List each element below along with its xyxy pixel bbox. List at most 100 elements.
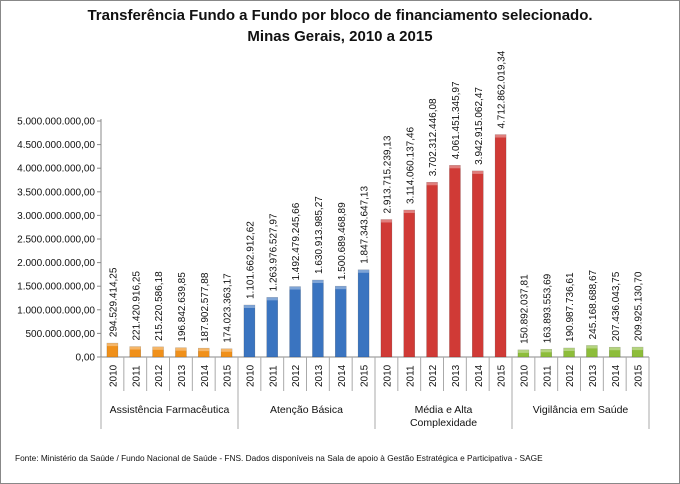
bar bbox=[198, 347, 210, 358]
x-tick-label: 2011 bbox=[268, 365, 279, 387]
bar-cap bbox=[221, 348, 233, 352]
y-tick-label: 1.500.000.000,00 bbox=[17, 282, 95, 293]
y-tick-label: 2.500.000.000,00 bbox=[17, 235, 95, 246]
x-tick-label: 2013 bbox=[314, 364, 325, 387]
bar bbox=[631, 346, 644, 358]
data-label: 221.420.916,25 bbox=[131, 271, 142, 341]
bar-cap bbox=[426, 182, 438, 186]
bar-cap bbox=[312, 280, 324, 284]
bar bbox=[494, 134, 507, 358]
bar-cap bbox=[495, 134, 507, 138]
data-label: 1.492.479.245,66 bbox=[291, 202, 302, 280]
category-label: Assistência Farmacêutica bbox=[110, 404, 230, 416]
bar bbox=[380, 219, 393, 358]
bar bbox=[449, 165, 461, 358]
data-label: 215.220.586,18 bbox=[154, 271, 165, 341]
bar-cap bbox=[563, 347, 575, 351]
x-tick-label: 2010 bbox=[382, 364, 393, 387]
data-label: 1.500.689.468,89 bbox=[337, 202, 348, 280]
data-label: 294.529.414,25 bbox=[108, 267, 119, 337]
bar-chart: 0,00 500.000.000,00 1.000.000.000,00 1.500.… bbox=[17, 50, 650, 429]
data-label: 3.942.915.062,47 bbox=[474, 87, 485, 165]
bar bbox=[540, 349, 552, 358]
data-label: 207.436.043,75 bbox=[611, 271, 622, 341]
data-label: 2.913.715.239,13 bbox=[382, 135, 393, 213]
bar-cap bbox=[449, 165, 461, 169]
data-label: 209.925.130,70 bbox=[634, 271, 645, 341]
x-tick-label: 2012 bbox=[428, 364, 439, 387]
data-label: 4.712.862.019,34 bbox=[497, 50, 508, 128]
x-tick-label: 2015 bbox=[223, 364, 234, 387]
bar bbox=[175, 347, 187, 358]
x-tick-label: 2012 bbox=[154, 364, 165, 387]
bar bbox=[609, 346, 621, 358]
x-tick-label: 2015 bbox=[360, 364, 371, 387]
bar bbox=[426, 182, 438, 358]
bar-cap bbox=[175, 347, 187, 351]
data-label: 3.702.312.446,08 bbox=[428, 98, 439, 176]
bar bbox=[266, 297, 278, 358]
bar bbox=[152, 346, 164, 358]
x-tick-label: 2013 bbox=[177, 364, 188, 387]
x-tick-label: 2014 bbox=[337, 364, 348, 387]
bar-cap bbox=[586, 345, 598, 349]
y-tick-label: 3.500.000.000,00 bbox=[17, 187, 95, 198]
data-label: 1.847.343.647,13 bbox=[360, 186, 371, 264]
data-label: 163.893.553,69 bbox=[542, 273, 553, 343]
category-label-line2: Complexidade bbox=[410, 417, 477, 429]
bar-cap bbox=[129, 346, 141, 350]
bar bbox=[335, 285, 347, 358]
source-footer: Fonte: Ministério da Saúde / Fundo Nacio… bbox=[15, 453, 543, 463]
x-tick-label: 2013 bbox=[451, 364, 462, 387]
bar-cap bbox=[243, 305, 255, 309]
x-tick-label: 2010 bbox=[108, 364, 119, 387]
chart-subtitle: Minas Gerais, 2010 a 2015 bbox=[247, 28, 433, 45]
x-tick-label: 2010 bbox=[245, 364, 256, 387]
x-tick-label: 2014 bbox=[200, 364, 211, 387]
bar-cap bbox=[289, 286, 301, 290]
y-tick-label: 5.000.000.000,00 bbox=[17, 117, 95, 128]
bar bbox=[472, 170, 484, 358]
chart-title: Transferência Fundo a Fundo por bloco de… bbox=[87, 7, 593, 24]
bar-cap bbox=[198, 348, 210, 352]
data-label: 1.630.913.985,27 bbox=[314, 196, 325, 274]
bar bbox=[106, 342, 119, 358]
bar-cap bbox=[380, 219, 392, 223]
x-tick-label: 2011 bbox=[542, 365, 553, 387]
x-tick-label: 2012 bbox=[565, 364, 576, 387]
data-label: 245.168.688,67 bbox=[588, 269, 599, 339]
bar bbox=[586, 345, 598, 358]
x-tick-label: 2010 bbox=[519, 364, 530, 387]
bar bbox=[563, 347, 575, 358]
y-tick-label: 4.000.000.000,00 bbox=[17, 164, 95, 175]
bar-cap bbox=[540, 349, 552, 353]
data-label: 187.902.577,88 bbox=[200, 272, 211, 342]
bar-cap bbox=[632, 347, 644, 351]
bar-cap bbox=[266, 297, 278, 301]
x-tick-label: 2015 bbox=[634, 364, 645, 387]
bar bbox=[403, 209, 415, 358]
bar-cap bbox=[403, 210, 415, 214]
y-tick-label: 3.000.000.000,00 bbox=[17, 211, 95, 222]
bar-cap bbox=[358, 269, 370, 273]
y-tick-label: 4.500.000.000,00 bbox=[17, 140, 95, 151]
bar-cap bbox=[472, 170, 484, 174]
data-label: 190.987.736,61 bbox=[565, 272, 576, 342]
bar bbox=[129, 346, 141, 358]
bar bbox=[312, 279, 324, 358]
data-label: 174.023.363,17 bbox=[223, 273, 234, 343]
bar bbox=[517, 349, 530, 358]
x-tick-label: 2011 bbox=[405, 365, 416, 387]
bar-cap bbox=[152, 346, 164, 350]
category-label: Vigilância em Saúde bbox=[533, 404, 629, 416]
bar-cap bbox=[335, 286, 347, 290]
category-label: Atenção Básica bbox=[270, 404, 343, 416]
data-label: 4.061.451.345,97 bbox=[451, 81, 462, 159]
bar-cap bbox=[517, 349, 529, 353]
data-label: 1.101.662.912,62 bbox=[245, 221, 256, 299]
data-label: 1.263.976.527,97 bbox=[268, 213, 279, 291]
x-tick-label: 2015 bbox=[497, 364, 508, 387]
bar-cap bbox=[106, 343, 118, 347]
x-tick-label: 2014 bbox=[474, 364, 485, 387]
